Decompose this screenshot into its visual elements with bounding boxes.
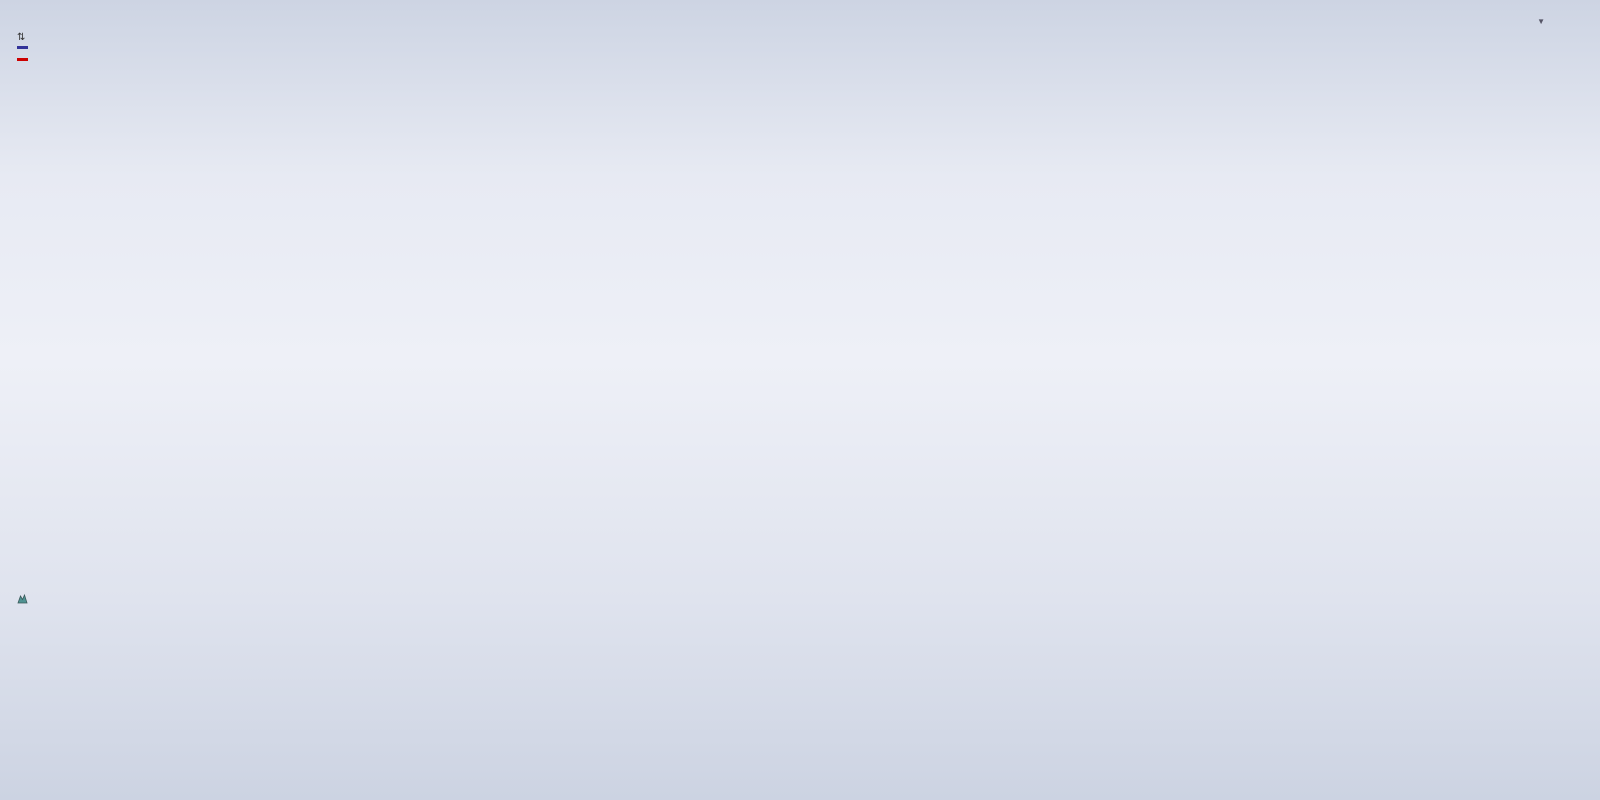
chart-title — [16, 2, 26, 18]
chg-dropdown-icon[interactable]: ▼ — [1537, 17, 1545, 26]
updown-arrows-icon: ⇅ — [17, 32, 26, 43]
ma50-swatch-icon — [17, 46, 28, 49]
quote-row: ▼ — [1464, 16, 1545, 28]
legend-ma200 — [17, 55, 31, 67]
legend-spx: ⇅ — [17, 31, 29, 43]
legend-ma50 — [17, 43, 31, 55]
ma200-swatch-icon — [17, 58, 28, 61]
rsi-area-icon — [17, 593, 28, 604]
